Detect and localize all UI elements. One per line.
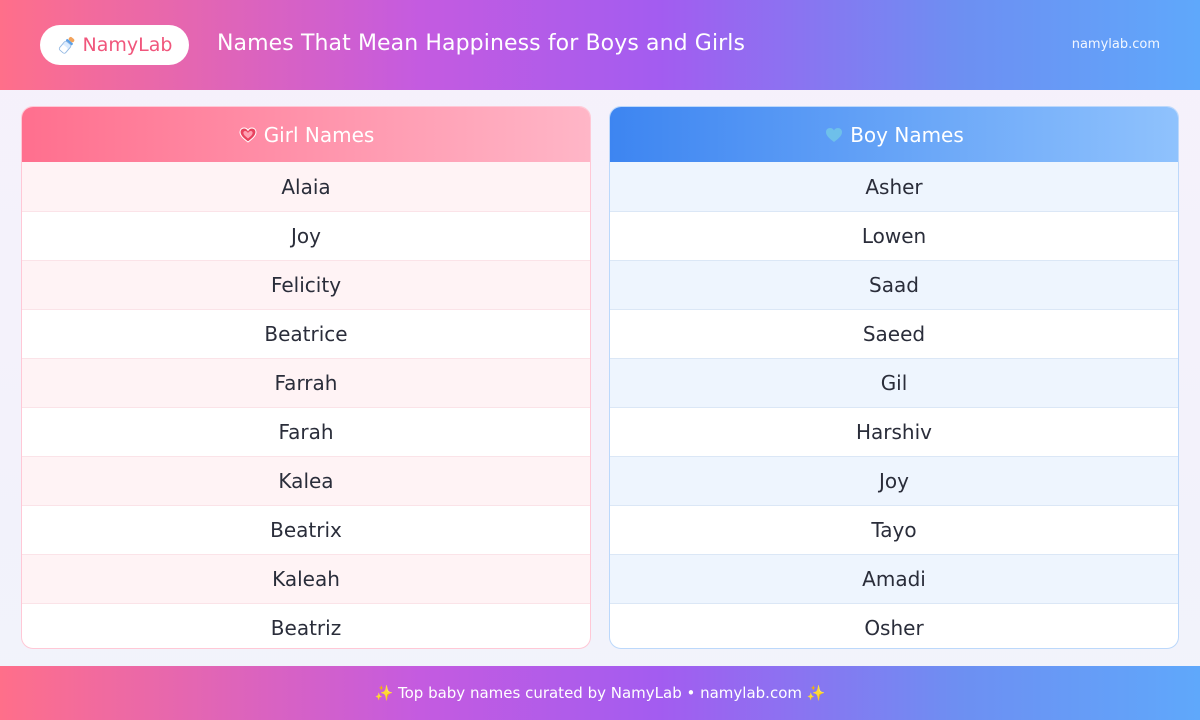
footer-bar: ✨ Top baby names curated by NamyLab • na… xyxy=(0,666,1200,720)
girl-names-title: Girl Names xyxy=(263,122,375,147)
boy-name-row: Saeed xyxy=(610,309,1178,358)
girl-name-row: Felicity xyxy=(22,260,590,309)
baby-bottle-icon xyxy=(57,35,77,55)
header-bar: NamyLab Names That Mean Happiness for Bo… xyxy=(0,0,1200,90)
site-url[interactable]: namylab.com xyxy=(1071,37,1160,52)
girl-names-list: Alaia Joy Felicity Beatrice Farrah Farah… xyxy=(22,162,590,648)
brand-name: NamyLab xyxy=(82,34,173,56)
girl-name-row: Joy xyxy=(22,211,590,260)
boy-name-row: Saad xyxy=(610,260,1178,309)
boy-names-title: Boy Names xyxy=(850,122,964,147)
girl-name-row: Beatriz xyxy=(22,603,590,648)
girl-name-row: Farah xyxy=(22,407,590,456)
footer-text: ✨ Top baby names curated by NamyLab • na… xyxy=(374,684,826,702)
girl-names-header: Girl Names xyxy=(22,107,590,162)
girl-name-row: Beatrix xyxy=(22,505,590,554)
boy-name-row: Harshiv xyxy=(610,407,1178,456)
boy-name-row: Tayo xyxy=(610,505,1178,554)
girl-name-row: Beatrice xyxy=(22,309,590,358)
girl-name-row: Farrah xyxy=(22,358,590,407)
boy-names-list: Asher Lowen Saad Saeed Gil Harshiv Joy T… xyxy=(610,162,1178,648)
boy-names-header: Boy Names xyxy=(610,107,1178,162)
page-title: Names That Mean Happiness for Boys and G… xyxy=(217,31,746,56)
blue-heart-icon xyxy=(824,125,844,145)
boy-name-row: Joy xyxy=(610,456,1178,505)
girl-name-row: Kalea xyxy=(22,456,590,505)
pink-heart-icon xyxy=(238,125,258,145)
girl-names-card: Girl Names Alaia Joy Felicity Beatrice F… xyxy=(21,106,591,649)
boy-name-row: Gil xyxy=(610,358,1178,407)
girl-name-row: Kaleah xyxy=(22,554,590,603)
boy-name-row: Amadi xyxy=(610,554,1178,603)
boy-name-row: Osher xyxy=(610,603,1178,648)
boy-name-row: Asher xyxy=(610,162,1178,211)
boy-names-card: Boy Names Asher Lowen Saad Saeed Gil Har… xyxy=(609,106,1179,649)
girl-name-row: Alaia xyxy=(22,162,590,211)
boy-name-row: Lowen xyxy=(610,211,1178,260)
brand-logo[interactable]: NamyLab xyxy=(40,25,189,65)
